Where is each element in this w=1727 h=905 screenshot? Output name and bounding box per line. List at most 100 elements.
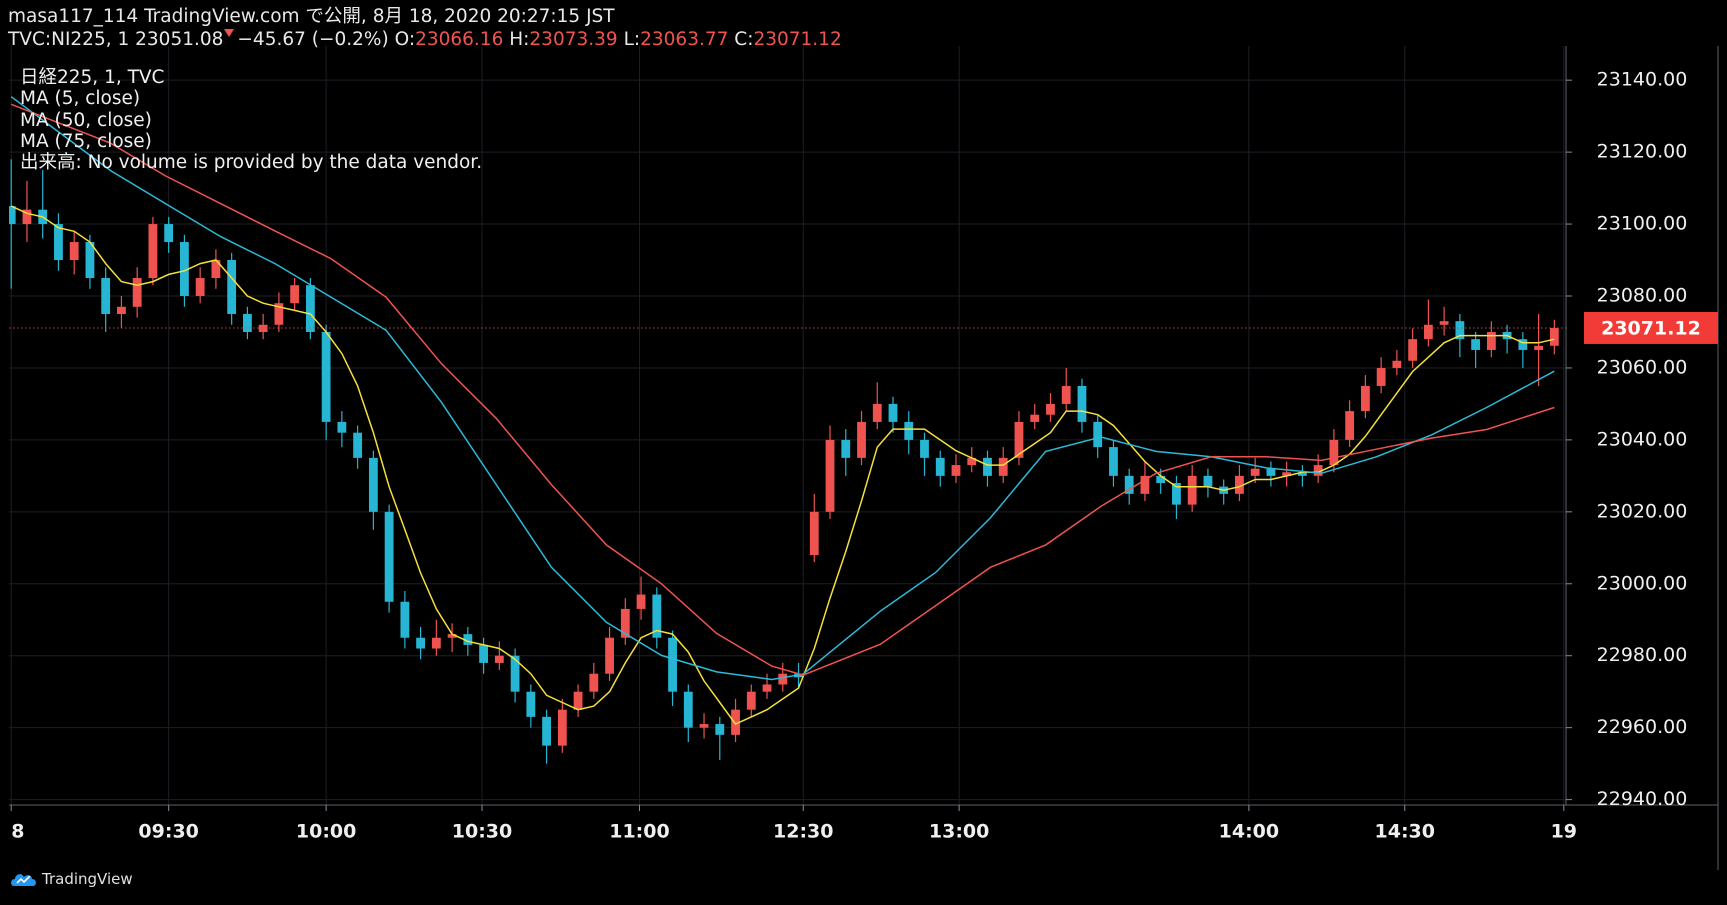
candle-body: [69, 242, 79, 261]
x-tick-label: 12:30: [773, 821, 833, 843]
legend-entry[interactable]: MA (75, close): [20, 130, 152, 152]
y-tick-label: 22980.00: [1597, 644, 1688, 666]
candle-body: [132, 278, 142, 307]
candle-body: [1030, 414, 1040, 422]
candle-body: [1392, 360, 1402, 368]
x-tick-label: 14:30: [1375, 821, 1435, 843]
axes: 22940.00 22960.00 22980.00 23000.00 23020.00…: [9, 69, 1718, 843]
candle-body: [416, 637, 426, 649]
candle-body: [652, 594, 662, 638]
symbol: TVC:NI225, 1: [8, 29, 130, 50]
candle-body: [164, 224, 174, 243]
candle-body: [368, 457, 378, 512]
candle-body: [1423, 324, 1433, 340]
candle-body: [636, 594, 646, 609]
candle-body: [573, 691, 583, 710]
high-value: 23073.39: [529, 29, 618, 50]
candle-body: [778, 673, 788, 685]
ma-line: [10, 96, 1555, 681]
candle-body: [951, 465, 961, 476]
candle-body: [1313, 465, 1323, 476]
candle-body: [1203, 475, 1213, 487]
y-tick-label: 23060.00: [1597, 356, 1688, 378]
candle-body: [1187, 475, 1197, 505]
candle-body: [1345, 411, 1355, 440]
candle-body: [1124, 475, 1134, 494]
candle-body: [542, 716, 551, 746]
x-tick-label: 10:00: [296, 821, 356, 843]
volume-note: 出来高: No volume is provided by the data v…: [20, 152, 483, 174]
candle-body: [589, 673, 599, 692]
candle-body: [463, 634, 473, 645]
candle-body: [1297, 472, 1307, 476]
candle-body: [258, 324, 268, 332]
y-tick-label: 22940.00: [1597, 788, 1688, 810]
y-tick-label: 23020.00: [1597, 500, 1688, 522]
candle-body: [1471, 339, 1481, 350]
candle-body: [101, 278, 111, 314]
publish-info: masa117_114 TradingView.com で公開, 8月 18, …: [8, 6, 615, 27]
y-tick-label: 23040.00: [1597, 428, 1688, 450]
candle-body: [479, 644, 489, 663]
x-tick-label: 09:30: [138, 821, 198, 843]
down-arrow: [224, 29, 235, 37]
candle-body: [857, 421, 866, 458]
ma-line: [10, 103, 1555, 676]
candle-body: [888, 403, 898, 422]
candle-body: [1455, 321, 1465, 340]
candle-body: [1077, 385, 1087, 422]
candle-body: [1109, 447, 1118, 476]
y-tick-label: 23100.00: [1597, 213, 1688, 235]
change: −45.67 (−0.2%): [237, 29, 389, 50]
candle-body: [195, 278, 205, 297]
x-tick-label: 8: [11, 821, 24, 843]
x-tick-label: 14:00: [1219, 821, 1279, 843]
open-label: O:: [394, 29, 416, 50]
candle-body: [54, 224, 63, 261]
grid: [9, 46, 1566, 805]
candle-body: [1518, 339, 1528, 350]
candle-body: [605, 637, 614, 674]
candle-body: [1439, 321, 1449, 325]
candle-body: [274, 303, 284, 325]
candle-body: [809, 511, 819, 555]
candle-body: [841, 439, 851, 458]
legend: 日経225, 1, TVC MA (5, close) MA (50, clos…: [20, 67, 482, 173]
candle-body: [1046, 403, 1055, 415]
candle-body: [148, 224, 158, 279]
candle-body: [1014, 421, 1024, 458]
candle-body: [22, 209, 32, 225]
candle-body: [872, 403, 882, 422]
last-price-box: [1584, 311, 1718, 344]
candle-body: [620, 608, 630, 638]
candle-body: [983, 457, 992, 476]
candle-body: [1235, 475, 1244, 494]
candle-body: [431, 637, 441, 649]
candle-body: [1376, 367, 1386, 386]
candle-body: [400, 601, 410, 638]
candle-body: [337, 421, 347, 433]
close-label: C:: [734, 29, 754, 50]
candle-body: [1250, 468, 1260, 476]
candle-body: [683, 691, 693, 728]
candle-body: [290, 285, 300, 304]
footer: TradingView: [10, 870, 133, 888]
logo-icon: [11, 874, 36, 886]
legend-entry[interactable]: MA (50, close): [20, 109, 152, 131]
symbol-legend: 日経225, 1, TVC: [20, 67, 165, 88]
legend-entry[interactable]: MA (5, close): [20, 88, 141, 110]
candle-body: [384, 511, 394, 602]
candle-body: [510, 655, 520, 692]
candle-body: [731, 709, 740, 735]
candle-body: [211, 260, 221, 279]
candle-body: [668, 637, 677, 692]
candle-body: [227, 260, 237, 314]
candle-body: [526, 691, 536, 717]
ma-line: [10, 205, 1555, 726]
y-tick-label: 22960.00: [1597, 716, 1688, 738]
candle-body: [1140, 475, 1150, 494]
plot: [9, 96, 1559, 764]
candle-body: [494, 655, 504, 663]
